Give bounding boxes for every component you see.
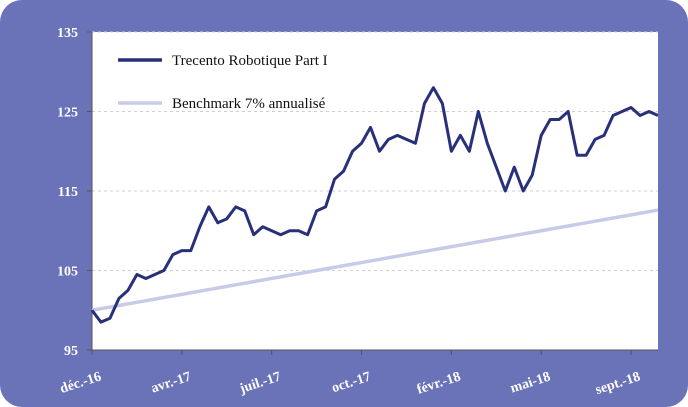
y-tick-label: 95 <box>64 344 78 359</box>
y-tick-label: 105 <box>57 265 78 280</box>
y-tick-label: 125 <box>57 106 78 121</box>
series-line <box>90 86 659 324</box>
series-line <box>91 208 659 312</box>
y-tick-label: 115 <box>58 185 78 200</box>
legend-label: Trecento Robotique Part I <box>172 53 328 69</box>
legend-label: Benchmark 7% annualisé <box>172 96 326 112</box>
y-tick-label: 135 <box>57 26 78 41</box>
